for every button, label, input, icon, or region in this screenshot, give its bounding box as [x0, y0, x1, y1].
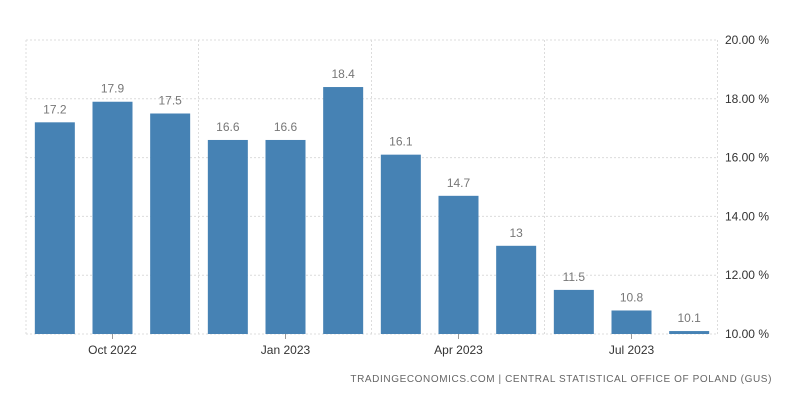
value-labels: 17.2 17.9 17.5 16.6 16.6 18.4 16.1 14.7 13 11.5 10…: [43, 67, 701, 325]
x-tick-label: Apr 2023: [434, 343, 483, 357]
bar-aug-2023: [669, 331, 710, 334]
x-tick-label: Jan 2023: [261, 343, 311, 357]
value-label: 16.1: [389, 135, 413, 149]
value-label: 14.7: [447, 176, 471, 190]
bars: [34, 87, 710, 335]
x-tick-label: Jul 2023: [609, 343, 655, 357]
y-tick-label: 10.00 %: [725, 327, 769, 341]
y-tick-label: 20.00 %: [725, 33, 769, 47]
y-tick-label: 14.00 %: [725, 209, 769, 223]
bar-oct-2022: [92, 101, 133, 335]
value-label: 17.2: [43, 102, 67, 116]
source-attribution: TRADINGECONOMICS.COM | CENTRAL STATISTIC…: [350, 374, 772, 385]
value-label: 18.4: [331, 67, 355, 81]
value-label: 11.5: [563, 270, 586, 284]
bar-nov-2022: [150, 113, 191, 334]
y-tick-label: 16.00 %: [725, 151, 769, 165]
bar-jun-2023: [553, 289, 594, 334]
y-axis-ticks: 10.00 % 12.00 % 14.00 % 16.00 % 18.00 % 20.00…: [725, 33, 769, 341]
gridlines: [25, 39, 718, 335]
value-label: 13: [509, 226, 523, 240]
bar-dec-2022: [207, 139, 248, 334]
value-label: 16.6: [274, 120, 298, 134]
value-label: 17.5: [158, 94, 182, 108]
y-tick-label: 12.00 %: [725, 268, 769, 282]
bar-sep-2022: [34, 122, 75, 334]
value-label: 16.6: [216, 120, 240, 134]
bar-mar-2023: [380, 154, 421, 334]
value-label: 10.1: [677, 311, 701, 325]
bar-apr-2023: [438, 195, 479, 334]
value-label: 17.9: [101, 82, 125, 96]
x-tick-label: Oct 2022: [88, 343, 137, 357]
value-label: 10.8: [620, 290, 644, 304]
bar-feb-2023: [323, 87, 364, 334]
bar-jul-2023: [611, 310, 652, 334]
x-axis-ticks: Oct 2022 Jan 2023 Apr 2023 Jul 2023: [88, 334, 655, 357]
bar-may-2023: [496, 245, 537, 334]
y-tick-label: 18.00 %: [725, 92, 769, 106]
bar-jan-2023: [265, 139, 306, 334]
